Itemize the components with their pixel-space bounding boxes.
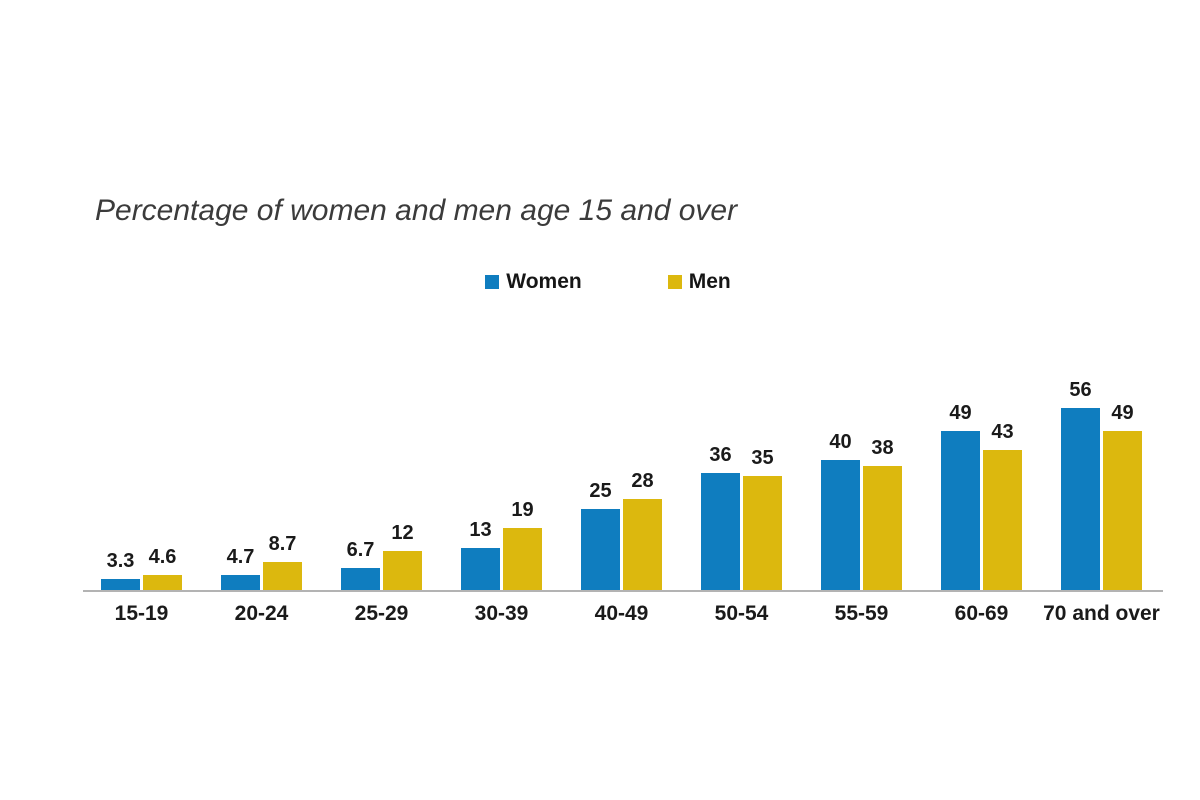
bar-women	[461, 548, 500, 590]
legend: Women Men	[8, 270, 1200, 294]
bar-value-label: 4.7	[226, 546, 255, 568]
bar-men	[1103, 431, 1142, 590]
bar-value-label: 4.6	[148, 546, 177, 568]
legend-item-women: Women	[485, 270, 582, 294]
bar-group: 36 35 50-54	[701, 348, 782, 625]
category-label: 15-19	[114, 602, 169, 625]
bar-value-label: 13	[469, 519, 492, 541]
chart-title: Percentage of women and men age 15 and o…	[95, 194, 738, 227]
bar-women	[1061, 408, 1100, 590]
plot-area: 3.3 4.6 15-19 4.7 8.7 20-24 6.7 12 25-29 13 19 30-3…	[83, 348, 1163, 625]
category-label: 20-24	[234, 602, 289, 625]
legend-item-men: Men	[667, 270, 731, 294]
bar-value-label: 12	[391, 522, 414, 544]
bar-value-label: 35	[751, 447, 774, 469]
bar-value-label: 43	[991, 421, 1014, 443]
bar-value-label: 38	[871, 437, 894, 459]
bar-men	[263, 562, 302, 590]
bar-value-label: 6.7	[346, 539, 375, 561]
bar-women	[821, 460, 860, 590]
bar-value-label: 49	[1111, 402, 1134, 424]
category-label: 30-39	[474, 602, 529, 625]
bar-men	[143, 575, 182, 590]
bar-group: 3.3 4.6 15-19	[101, 348, 182, 625]
bar-men	[983, 450, 1022, 590]
category-label: 40-49	[594, 602, 649, 625]
bar-women	[941, 431, 980, 590]
legend-swatch-icon	[485, 275, 500, 289]
bar-women	[221, 575, 260, 590]
bar-group: 13 19 30-39	[461, 348, 542, 625]
bar-value-label: 49	[949, 402, 972, 424]
bar-value-label: 8.7	[268, 533, 297, 555]
bar-men	[623, 499, 662, 590]
bar-women	[581, 509, 620, 590]
bar-group: 4.7 8.7 20-24	[221, 348, 302, 625]
bar-women	[701, 473, 740, 590]
bar-women	[341, 568, 380, 590]
bar-value-label: 19	[511, 499, 534, 521]
bar-group: 6.7 12 25-29	[341, 348, 422, 625]
bar-men	[503, 528, 542, 590]
legend-label: Men	[688, 270, 731, 293]
bar-men	[383, 551, 422, 590]
bar-women	[101, 579, 140, 590]
legend-label: Women	[506, 270, 582, 293]
bar-group: 49 43 60-69	[941, 348, 1022, 625]
bar-group: 56 49 70 and over	[1043, 348, 1160, 625]
bar-value-label: 56	[1069, 379, 1092, 401]
bar-value-label: 40	[829, 431, 852, 453]
category-label: 50-54	[714, 602, 769, 625]
bar-value-label: 3.3	[106, 550, 135, 572]
category-label: 70 and over	[1043, 602, 1160, 625]
legend-swatch-icon	[667, 275, 682, 289]
category-label: 55-59	[834, 602, 889, 625]
bar-men	[743, 476, 782, 590]
bar-value-label: 25	[589, 480, 612, 502]
bar-value-label: 28	[631, 470, 654, 492]
bar-value-label: 36	[709, 444, 732, 466]
bar-group: 25 28 40-49	[581, 348, 662, 625]
category-label: 25-29	[354, 602, 409, 625]
bar-group: 40 38 55-59	[821, 348, 902, 625]
bar-men	[863, 466, 902, 590]
category-label: 60-69	[954, 602, 1009, 625]
